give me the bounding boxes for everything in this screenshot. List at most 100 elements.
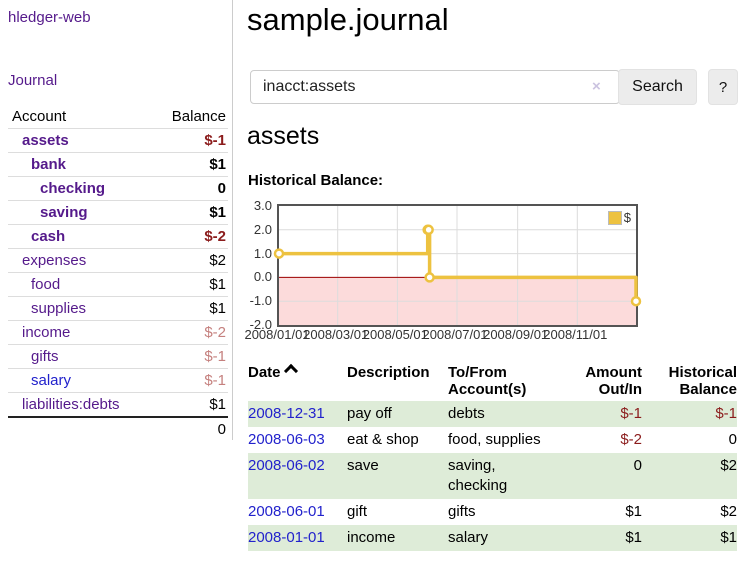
transaction-amount: 0: [633, 457, 642, 474]
transaction-balance: $1: [720, 529, 737, 546]
register-row: 2008-06-01 gift gifts $1 $2: [248, 499, 737, 525]
column-header-date[interactable]: Date: [248, 362, 347, 401]
x-axis-tick: 2008/11/01: [543, 327, 608, 342]
account-balance: $1: [118, 296, 228, 321]
transaction-description: save: [347, 457, 379, 474]
account-link[interactable]: income: [22, 324, 71, 341]
x-axis-tick: 2008/07/01: [422, 327, 488, 342]
account-row: gifts $-1: [8, 344, 228, 369]
account-heading: assets: [247, 122, 320, 150]
accounts-table: Account Balance assets $-1 bank $1 checking 0…: [8, 105, 228, 441]
account-row: bank $1: [8, 152, 228, 177]
account-row: expenses $2: [8, 248, 228, 273]
transaction-amount: $-1: [620, 405, 642, 422]
y-axis-tick: -2.0: [249, 317, 272, 332]
search-input[interactable]: [250, 70, 620, 104]
account-link[interactable]: liabilities:debts: [22, 396, 120, 413]
y-axis-tick: 1.0: [253, 245, 272, 261]
accounts-header-balance: Balance: [118, 105, 228, 129]
transaction-date-link[interactable]: 2008-12-31: [248, 405, 325, 422]
y-axis-tick: 3.0: [253, 198, 272, 213]
y-axis-tick: -1.0: [249, 293, 272, 309]
clear-search-icon[interactable]: ×: [592, 78, 601, 95]
transaction-description: gift: [347, 503, 368, 520]
accounts-total-row: 0: [8, 416, 228, 441]
account-link[interactable]: gifts: [31, 348, 59, 365]
accounts-total-balance: 0: [118, 416, 228, 441]
accounts-table-header: Account Balance: [8, 105, 228, 129]
transaction-description: eat & shop: [347, 431, 419, 448]
chart-plot-area[interactable]: $: [273, 204, 642, 327]
account-link[interactable]: bank: [31, 156, 67, 173]
search-button[interactable]: Search: [618, 69, 697, 105]
register-row: 2008-12-31 pay off debts $-1 $-1: [248, 401, 737, 427]
register-table: Date Description To/From Account(s) Amou…: [248, 362, 737, 551]
account-balance: $1: [118, 152, 228, 177]
sidebar-item-journal[interactable]: Journal: [8, 72, 58, 89]
transaction-accounts: saving, checking: [448, 457, 508, 494]
account-balance: $1: [118, 392, 228, 418]
account-link[interactable]: saving: [40, 204, 88, 221]
account-balance: $-2: [118, 320, 228, 345]
chart-title: Historical Balance:: [248, 172, 384, 189]
account-balance: $-1: [118, 368, 228, 393]
transaction-amount: $1: [625, 503, 642, 520]
account-row: liabilities:debts $1: [8, 392, 228, 418]
transaction-balance: 0: [728, 431, 737, 448]
account-row: assets $-1: [8, 128, 228, 153]
transaction-date-link[interactable]: 2008-06-03: [248, 431, 325, 448]
account-row: salary $-1: [8, 368, 228, 393]
y-axis-tick: 2.0: [253, 221, 272, 237]
account-link[interactable]: food: [31, 276, 61, 293]
transaction-accounts: salary: [448, 529, 489, 546]
x-axis-tick: 2008/05/01: [362, 327, 428, 342]
page-title: sample.journal: [247, 2, 449, 37]
transaction-date-link[interactable]: 2008-06-02: [248, 457, 325, 474]
transaction-amount: $-2: [620, 431, 642, 448]
account-balance: $-1: [118, 128, 228, 153]
account-balance: $1: [118, 272, 228, 297]
account-link[interactable]: supplies: [31, 300, 87, 317]
account-row: food $1: [8, 272, 228, 297]
transaction-accounts: food, supplies: [448, 431, 541, 448]
account-row: cash $-2: [8, 224, 228, 249]
transaction-accounts: debts: [448, 405, 485, 422]
register-row: 2008-06-02 save saving, checking 0 $2: [248, 453, 737, 499]
transaction-date-link[interactable]: 2008-01-01: [248, 529, 325, 546]
account-row: supplies $1: [8, 296, 228, 321]
x-axis-tick: 2008/09/01: [483, 327, 549, 342]
transaction-accounts: gifts: [448, 503, 476, 520]
accounts-header-account: Account: [8, 105, 118, 129]
column-header-amount: Amount Out/In: [585, 364, 642, 398]
account-link[interactable]: assets: [22, 132, 69, 149]
account-link[interactable]: checking: [40, 180, 106, 197]
column-header-accounts: To/From Account(s): [448, 364, 527, 398]
transaction-balance: $-1: [715, 405, 737, 422]
account-balance: $2: [118, 248, 228, 273]
account-link[interactable]: cash: [31, 228, 66, 245]
account-link[interactable]: salary: [31, 372, 72, 389]
column-header-balance: Historical Balance: [668, 364, 737, 398]
x-axis-tick: 2008/03/01: [303, 327, 369, 342]
account-link[interactable]: expenses: [22, 252, 87, 269]
transaction-balance: $2: [720, 503, 737, 520]
transaction-date-link[interactable]: 2008-06-01: [248, 503, 325, 520]
account-balance: $1: [118, 200, 228, 225]
date-header-label: Date: [248, 364, 281, 381]
brand-link[interactable]: hledger-web: [8, 9, 91, 26]
help-button[interactable]: ?: [708, 69, 738, 105]
account-row: checking 0: [8, 176, 228, 201]
account-row: income $-2: [8, 320, 228, 345]
chart-legend: $: [607, 210, 631, 225]
account-balance: 0: [118, 176, 228, 201]
account-balance: $-1: [118, 344, 228, 369]
column-header-description: Description: [347, 364, 430, 381]
sidebar-divider: [232, 0, 233, 440]
transaction-balance: $2: [720, 457, 737, 474]
sort-ascending-icon: [283, 363, 298, 379]
x-axis-tick: 2008/01/01: [244, 327, 310, 342]
register-row: 2008-06-03 eat & shop food, supplies $-2 0: [248, 427, 737, 453]
account-balance: $-2: [118, 224, 228, 249]
account-row: saving $1: [8, 200, 228, 225]
